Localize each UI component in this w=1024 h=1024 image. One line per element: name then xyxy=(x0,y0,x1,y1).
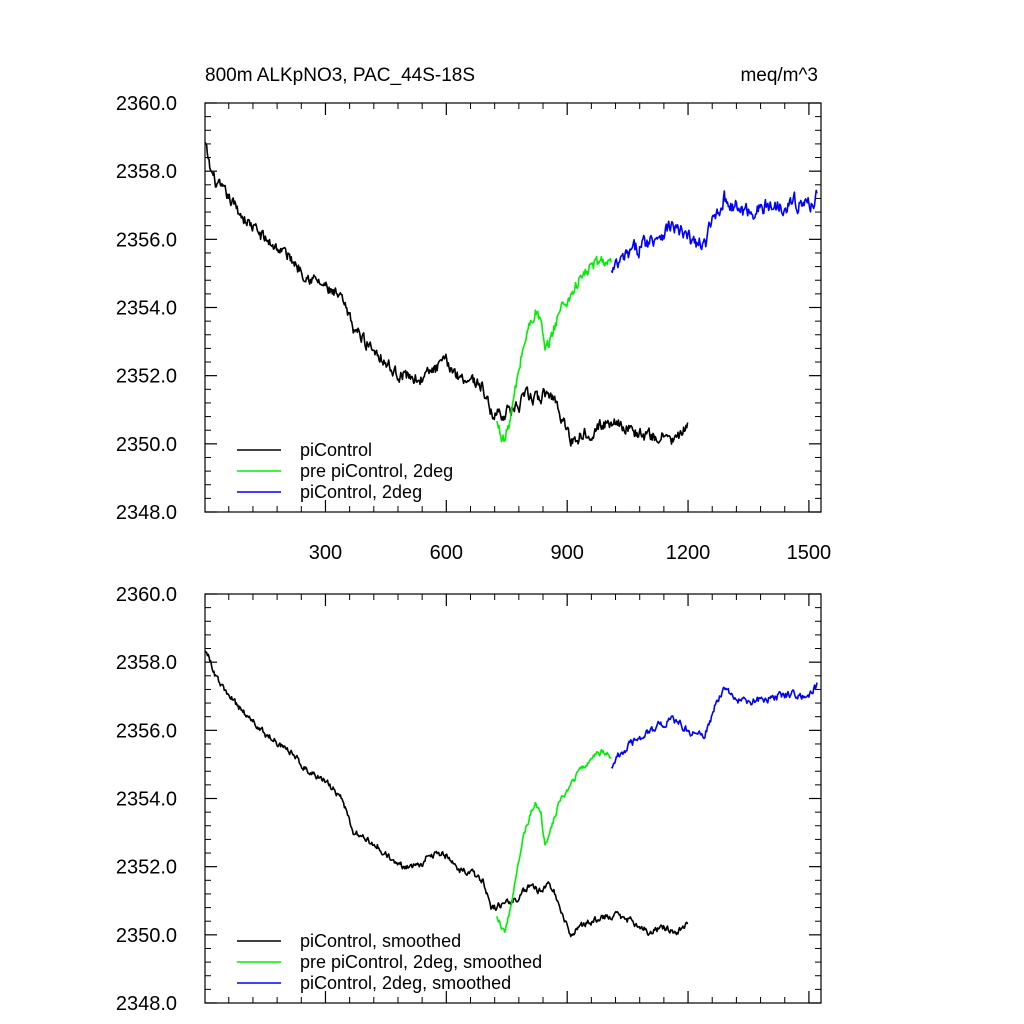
y-tick-label: 2352.0 xyxy=(116,366,177,388)
series-line-picontrol xyxy=(204,141,689,447)
x-tick-label: 1200 xyxy=(666,542,711,564)
y-tick-label: 2350.0 xyxy=(116,434,177,456)
series-line-pre-picontrol-2deg xyxy=(495,255,612,443)
y-tick-label: 2350.0 xyxy=(116,925,177,947)
x-tick-label: 600 xyxy=(430,542,463,564)
chart-panel-bottom: 2348.0 2350.0 2352.0 2354.0 2356.0 2358.0 2360… xyxy=(116,584,822,1015)
series-line-pre-picontrol-2deg-smoothed xyxy=(495,748,612,934)
y-tick-label: 2348.0 xyxy=(116,993,177,1015)
y-tick-label: 2352.0 xyxy=(116,857,177,879)
chart-panel-top: 300 600 900 1200 1500 2348.0 2350.0 2352.0 2354.… xyxy=(116,65,831,564)
y-tick-label: 2358.0 xyxy=(116,652,177,674)
legend-label: piControl, 2deg xyxy=(300,482,422,502)
series-line-picontrol-2deg-smoothed xyxy=(610,682,818,769)
legend-label: pre piControl, 2deg xyxy=(300,461,453,481)
x-tick-label: 1500 xyxy=(787,542,832,564)
y-tick-label: 2356.0 xyxy=(116,720,177,742)
chart-title: 800m ALKpNO3, PAC_44S-18S xyxy=(205,65,475,86)
y-tick-label: 2360.0 xyxy=(116,584,177,606)
legend-label: piControl xyxy=(300,440,372,460)
y-tick-label: 2354.0 xyxy=(116,298,177,320)
series-line-picontrol-smoothed xyxy=(204,650,689,938)
plot-frame xyxy=(204,593,822,1004)
x-tick-label: 900 xyxy=(550,542,583,564)
legend-label: piControl, smoothed xyxy=(300,931,461,951)
plot-frame xyxy=(204,102,822,513)
legend-label: pre piControl, 2deg, smoothed xyxy=(300,952,542,972)
series-line-picontrol-2deg xyxy=(610,189,818,274)
y-tick-label: 2360.0 xyxy=(116,93,177,115)
units-label: meq/m^3 xyxy=(740,65,818,86)
y-tick-label: 2358.0 xyxy=(116,161,177,183)
x-tick-label: 300 xyxy=(309,542,342,564)
legend-label: piControl, 2deg, smoothed xyxy=(300,973,511,993)
y-tick-label: 2348.0 xyxy=(116,502,177,524)
y-tick-label: 2354.0 xyxy=(116,789,177,811)
y-tick-label: 2356.0 xyxy=(116,229,177,251)
